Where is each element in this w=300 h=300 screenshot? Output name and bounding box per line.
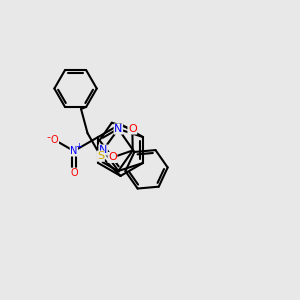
Text: O: O (108, 152, 117, 162)
Text: O: O (128, 124, 137, 134)
Text: S: S (97, 151, 104, 161)
Text: O: O (51, 135, 59, 145)
Text: +: + (75, 142, 82, 151)
Text: -: - (47, 132, 51, 142)
Text: N: N (99, 145, 107, 155)
Text: N: N (70, 146, 78, 156)
Text: O: O (70, 168, 78, 178)
Text: N: N (114, 124, 122, 134)
